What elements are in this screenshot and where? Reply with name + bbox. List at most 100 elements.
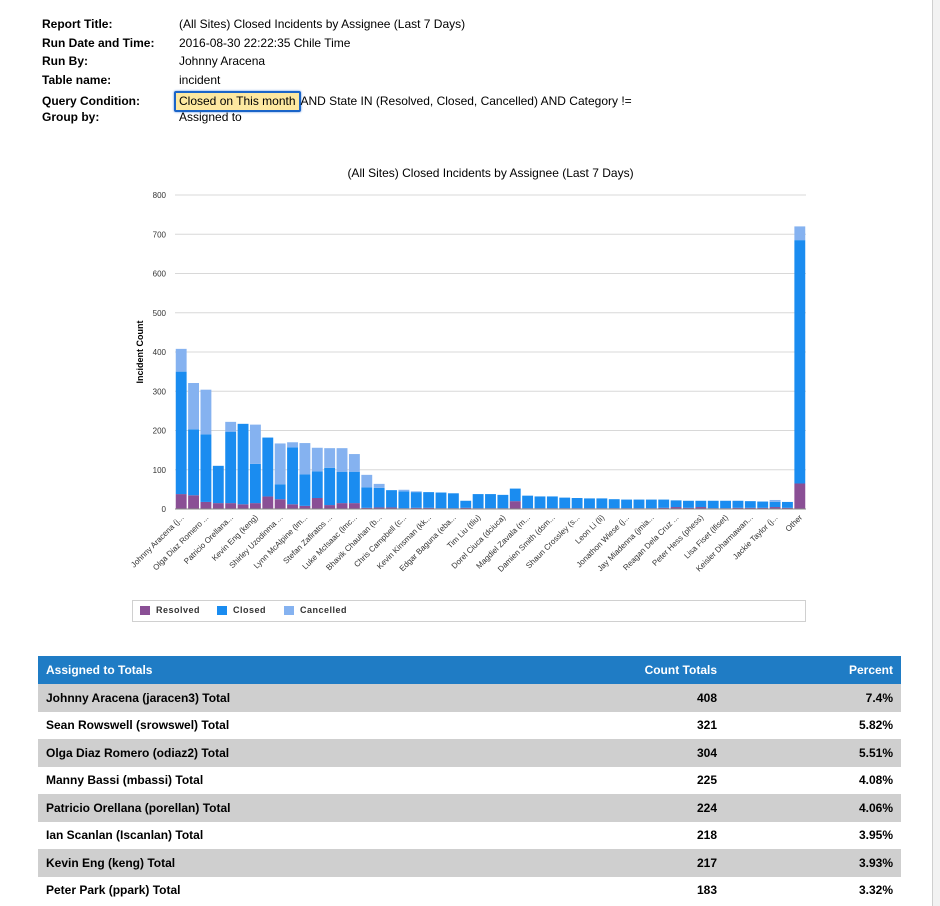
bar-segment-cancelled — [175, 348, 187, 372]
assignee-cell[interactable]: Johnny Aracena (jaracen3) Total — [38, 684, 489, 712]
meta-value: incident — [179, 72, 221, 87]
bar-segment-closed — [732, 500, 744, 508]
assignee-cell[interactable]: Olga Diaz Romero (odiaz2) Total — [38, 739, 489, 767]
legend-item-cancelled[interactable]: Cancelled — [284, 605, 347, 615]
assignee-cell[interactable]: Manny Bassi (mbassi) Total — [46, 773, 204, 788]
table-row[interactable]: Patricio Orellana (porellan) Total 224 4.0… — [38, 794, 901, 822]
meta-label: Group by: — [42, 109, 100, 124]
y-tick-label: 400 — [153, 348, 167, 357]
legend-swatch — [140, 605, 150, 615]
bar-segment-closed — [769, 501, 781, 508]
header-count-totals[interactable]: Count Totals — [489, 656, 725, 684]
bar-segment-cancelled — [373, 483, 385, 488]
table-row[interactable]: Johnny Aracena (jaracen3) Total 408 7.4% — [38, 684, 901, 712]
assignee-cell[interactable]: Peter Park (ppark) Total — [46, 883, 181, 898]
bar-segment-resolved — [262, 496, 274, 509]
meta-row: Group by: Assigned to — [42, 110, 632, 129]
legend-item-closed[interactable]: Closed — [217, 605, 266, 615]
table-row[interactable]: Kevin Eng (keng) Total 217 3.93% — [38, 849, 901, 877]
meta-row: Report Title: (All Sites) Closed Incident… — [42, 17, 632, 36]
bar-segment-resolved — [509, 501, 521, 509]
meta-value: Assigned to — [179, 109, 242, 124]
bar-segment-resolved — [373, 507, 385, 509]
meta-value: Johnny Aracena — [179, 54, 266, 68]
bar-segment-closed — [200, 434, 212, 502]
bar-segment-closed — [757, 501, 769, 508]
bar-segment-resolved — [299, 505, 311, 509]
bar-segment-resolved — [237, 504, 249, 509]
table-row[interactable]: Sean Rowswell (srowswel) Total 321 5.82% — [38, 712, 901, 740]
meta-value: 2016-08-30 22:22:35 Chile Time — [179, 35, 351, 50]
legend-label: Resolved — [156, 605, 201, 615]
bar-segment-closed — [744, 501, 756, 508]
bar-segment-closed — [361, 487, 373, 508]
legend-swatch — [217, 605, 227, 615]
count-cell: 183 — [696, 883, 717, 898]
bar-segment-resolved — [188, 495, 199, 509]
meta-label: Run By: — [42, 54, 88, 68]
bar-segment-closed — [460, 500, 472, 508]
meta-row: Run Date and Time: 2016-08-30 22:22:35 Ch… — [42, 36, 632, 55]
count-cell: 218 — [696, 828, 717, 843]
bar-segment-resolved — [695, 507, 707, 509]
bar-segment-cancelled — [200, 389, 212, 435]
bar-segment-closed — [324, 467, 336, 506]
header-assigned-to[interactable]: Assigned to Totals — [38, 656, 489, 684]
bar-segment-closed — [472, 494, 484, 509]
bar-segment-resolved — [410, 507, 422, 509]
meta-row: Run By: Johnny Aracena — [42, 54, 632, 73]
percent-cell: 3.95% — [858, 828, 893, 843]
percent-cell: 7.4% — [725, 684, 901, 712]
bar-segment-closed — [608, 499, 620, 509]
bar-segment-closed — [509, 488, 521, 502]
assignee-cell[interactable]: Sean Rowswell (srowswel) Total — [46, 718, 230, 733]
bar-segment-closed — [794, 240, 806, 484]
table-row[interactable]: Olga Diaz Romero (odiaz2) Total 304 5.51% — [38, 739, 901, 767]
y-tick-label: 200 — [153, 427, 167, 436]
legend-item-resolved[interactable]: Resolved — [140, 605, 200, 615]
bar-segment-closed — [596, 498, 608, 509]
percent-cell: 3.32% — [858, 883, 893, 898]
y-tick-label: 500 — [153, 309, 167, 318]
percent-cell: 4.06% — [725, 794, 901, 822]
bar-segment-closed — [707, 500, 719, 509]
query-condition-highlight[interactable]: Closed on This month — [174, 91, 301, 112]
bar-segment-closed — [683, 500, 694, 508]
bar-segment-resolved — [361, 507, 373, 509]
percent-cell: 4.08% — [858, 773, 893, 788]
chart-legend: Resolved Closed Cancelled — [132, 600, 806, 622]
bar-segment-resolved — [683, 507, 694, 509]
bar-segment-cancelled — [287, 442, 298, 448]
assignee-cell[interactable]: Patricio Orellana (porellan) Total — [38, 794, 489, 822]
bar-segment-closed — [311, 471, 323, 499]
meta-row: Query Condition: Closed on This month AND … — [42, 91, 632, 112]
percent-cell: 5.51% — [725, 739, 901, 767]
bar-segment-closed — [497, 494, 509, 509]
bar-segment-resolved — [386, 507, 397, 509]
bar-segment-closed — [336, 471, 348, 504]
bar-segment-resolved — [348, 503, 360, 509]
meta-row: Table name: incident — [42, 73, 632, 92]
bar-segment-resolved — [200, 501, 212, 509]
bar-segment-cancelled — [274, 443, 286, 485]
incident-chart: (All Sites) Closed Incidents by Assignee… — [0, 160, 932, 630]
table-row[interactable]: Ian Scanlan (Iscanlan) Total 218 3.95% — [38, 822, 901, 850]
bar-segment-closed — [559, 497, 571, 509]
table-row[interactable]: Manny Bassi (mbassi) Total 225 4.08% — [38, 767, 901, 795]
assignee-cell[interactable]: Ian Scanlan (Iscanlan) Total — [46, 828, 204, 843]
bar-segment-closed — [645, 499, 657, 509]
bar-segment-closed — [621, 499, 633, 509]
bar-segment-cancelled — [311, 447, 323, 472]
bar-segment-resolved — [212, 503, 224, 509]
bar-segment-closed — [398, 491, 410, 509]
bar-segment-resolved — [757, 507, 769, 509]
bar-segment-resolved — [175, 494, 187, 509]
header-percent[interactable]: Percent — [725, 656, 901, 684]
bar-segment-cancelled — [410, 491, 422, 493]
bar-segment-closed — [522, 495, 534, 509]
meta-label: Report Title: — [42, 17, 113, 31]
table-row[interactable]: Peter Park (ppark) Total 183 3.32% — [38, 877, 901, 905]
assignee-cell[interactable]: Kevin Eng (keng) Total — [38, 849, 489, 877]
bar-segment-cancelled — [299, 443, 311, 475]
